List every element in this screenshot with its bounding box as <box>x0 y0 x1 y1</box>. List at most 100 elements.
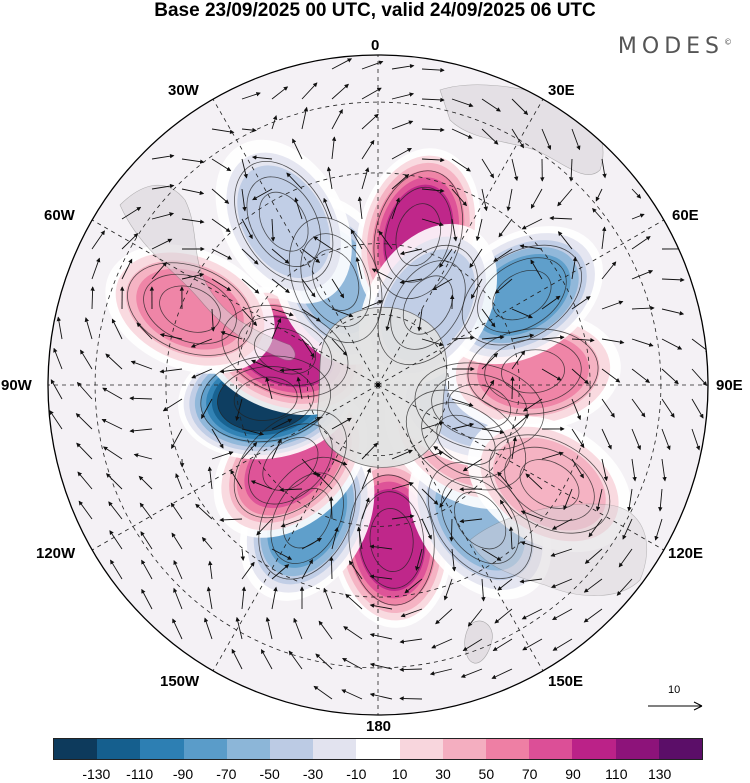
wind-arrow <box>385 308 393 332</box>
colorbar-tick-label: -10 <box>346 766 367 782</box>
streamline <box>477 257 567 333</box>
wind-arrow <box>271 248 290 264</box>
wind-arrow <box>631 270 654 280</box>
wind-arrow <box>265 616 273 640</box>
wind-arrow <box>421 67 445 73</box>
wind-arrow <box>541 335 565 340</box>
colorbar-cell <box>399 739 443 759</box>
wind-arrow <box>571 128 581 151</box>
wind-arrow <box>511 308 533 319</box>
wind-arrow <box>369 544 393 550</box>
streamline <box>237 316 333 386</box>
wind-arrow <box>279 367 303 373</box>
wind-arrow <box>271 586 278 610</box>
meridian-line <box>377 219 664 386</box>
positive-anomaly-60e <box>467 415 632 553</box>
wind-arrow <box>451 548 457 572</box>
australia-landmass <box>469 503 647 596</box>
wind-arrow <box>211 218 231 233</box>
wind-arrow <box>497 471 513 490</box>
wind-arrow <box>211 158 232 172</box>
wind-arrow <box>121 206 142 220</box>
wind-arrow <box>378 230 393 250</box>
wind-arrow <box>439 488 453 508</box>
wind-arrow <box>219 517 243 523</box>
wind-arrow <box>301 338 315 358</box>
wind-arrow <box>601 458 609 482</box>
wind-arrow <box>265 376 273 400</box>
wind-arrow <box>481 335 505 340</box>
wind-arrow <box>511 128 524 149</box>
wind-arrow <box>491 668 513 679</box>
streamline <box>221 304 349 398</box>
wind-arrow <box>361 497 370 520</box>
wind-arrow <box>451 158 471 172</box>
wind-arrow <box>151 212 175 220</box>
colorbar-cell <box>529 739 573 759</box>
wind-arrow <box>105 473 123 490</box>
wind-arrow <box>451 335 475 341</box>
wind-arrow <box>654 518 663 541</box>
modes-logo: MODES© <box>618 34 732 59</box>
streamline <box>248 423 333 505</box>
wind-arrow <box>530 259 543 280</box>
wind-arrow <box>661 458 667 482</box>
new-zealand-landmass <box>464 620 493 664</box>
wind-arrow <box>369 662 393 670</box>
wind-arrow <box>391 514 415 520</box>
wind-arrow <box>583 578 603 593</box>
wind-arrow <box>350 229 363 250</box>
wind-arrow <box>661 308 685 316</box>
wind-arrow <box>500 499 513 520</box>
wind-arrow <box>201 398 213 419</box>
wind-arrow <box>399 696 423 701</box>
wind-arrow <box>301 416 322 430</box>
wind-arrow <box>361 87 382 100</box>
wind-arrow <box>361 442 378 460</box>
streamline <box>282 488 332 549</box>
wind-arrow <box>471 278 483 299</box>
wind-arrow <box>241 308 258 326</box>
latitude-circle <box>165 172 591 598</box>
wind-arrow <box>294 197 303 220</box>
streamline <box>447 384 512 430</box>
wind-arrow <box>173 587 183 610</box>
streamline <box>246 176 321 267</box>
wind-arrow <box>391 449 413 460</box>
streamline <box>258 456 357 580</box>
wind-arrow <box>481 188 488 212</box>
wind-arrow <box>49 410 63 430</box>
wind-arrow <box>240 548 246 561</box>
wind-arrow <box>78 500 93 520</box>
wind-arrow <box>391 92 415 100</box>
wind-arrow <box>631 338 654 347</box>
wind-arrow <box>439 248 453 268</box>
wind-arrow <box>443 578 453 601</box>
lon-label-150w: 150W <box>160 673 200 690</box>
modes-logo-text: MODES <box>617 34 724 59</box>
wind-arrow <box>241 127 257 133</box>
wind-arrow <box>195 503 213 520</box>
wind-arrow <box>661 277 685 283</box>
copyright-mark: © <box>724 37 732 47</box>
wind-arrow <box>618 548 633 568</box>
wind-arrow <box>552 608 573 620</box>
wind-arrow <box>592 207 603 220</box>
wind-arrow <box>331 58 353 70</box>
wind-arrow <box>571 296 591 310</box>
wind-arrow <box>181 188 205 196</box>
colorbar-tick-label: 110 <box>605 766 628 782</box>
wind-arrow <box>481 428 505 435</box>
wind-arrow <box>421 338 444 347</box>
wind-arrow <box>399 667 423 672</box>
reference-vector-label: 10 <box>668 684 681 696</box>
wind-arrow <box>451 398 474 407</box>
wind-arrow <box>331 136 337 160</box>
wind-arrow <box>241 278 260 294</box>
wind-arrow <box>568 158 574 182</box>
meridian-line <box>212 384 379 671</box>
wind-arrow <box>301 538 322 550</box>
wind-arrow <box>256 518 273 536</box>
colorbar-tick-label: -30 <box>302 766 324 782</box>
wind-arrow <box>404 578 423 594</box>
